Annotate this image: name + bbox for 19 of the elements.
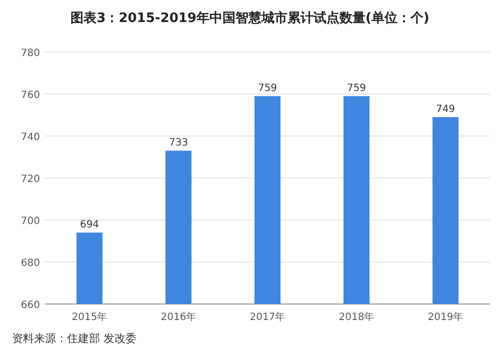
- y-tick-label: 660: [20, 300, 40, 311]
- data-label: 749: [436, 104, 456, 116]
- y-tick-label: 740: [20, 132, 40, 143]
- data-label: 733: [168, 138, 188, 149]
- y-tick-label: 780: [20, 48, 40, 59]
- chart-title: 图表3：2015-2019年中国智慧城市累计试点数量(单位：个): [70, 10, 430, 26]
- x-tick-label: 2017年: [250, 311, 286, 323]
- data-label: 694: [80, 220, 100, 231]
- x-tick-label: 2018年: [338, 311, 374, 323]
- x-tick-label: 2015年: [72, 311, 108, 323]
- y-tick-label: 680: [20, 258, 40, 269]
- data-label: 759: [346, 83, 366, 94]
- text: 资料来源：住建部 发改委: [12, 332, 136, 345]
- x-tick-label: 2019年: [428, 311, 464, 323]
- y-tick-label: 700: [20, 216, 40, 227]
- y-tick-label: 760: [20, 90, 40, 101]
- data-label: 759: [258, 83, 278, 94]
- y-tick-label: 720: [20, 174, 40, 185]
- x-tick-label: 2016年: [160, 311, 196, 323]
